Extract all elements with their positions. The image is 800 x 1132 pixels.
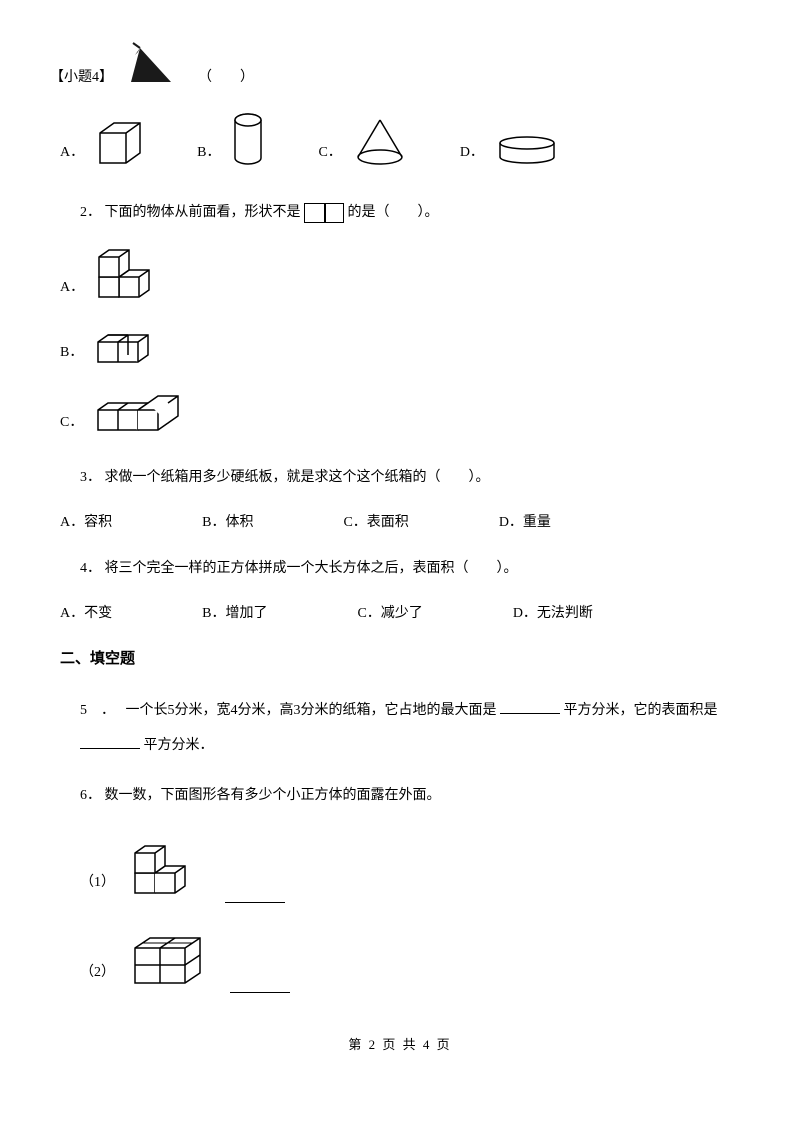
q1-paren: （ ） — [198, 65, 254, 90]
q3-opt-c: C．表面积 — [343, 510, 408, 535]
q6-sub2-label: （2） — [80, 960, 115, 985]
q1-option-b: B． — [197, 110, 268, 170]
q1-option-d: D． — [460, 135, 562, 170]
q3-opt-d: D．重量 — [499, 510, 551, 535]
q3-opt-b: B．体积 — [202, 510, 253, 535]
cylinder-icon — [228, 110, 268, 170]
q2-before: 下面的物体从前面看，形状不是 — [105, 205, 301, 220]
q2-label-c: C． — [60, 410, 83, 435]
q5-t2: 平方分米，它的表面积是 — [564, 703, 718, 718]
q5-num: 5 ． — [80, 703, 122, 718]
q4-opt-c: C．减少了 — [357, 601, 422, 626]
q3-num: 3． — [80, 470, 101, 485]
option-label-d: D． — [460, 140, 484, 165]
cubes-2x2x2-icon — [130, 933, 215, 993]
cube-icon — [92, 115, 147, 170]
q4-num: 4． — [80, 561, 101, 576]
q3-body: 求做一个纸箱用多少硬纸板，就是求这个这个纸箱的（ ）。 — [105, 470, 490, 485]
q3-options: A．容积 B．体积 C．表面积 D．重量 — [60, 510, 750, 535]
q5-text: 5 ． 一个长5分米，宽4分米，高3分米的纸箱，它占地的最大面是 平方分米，它的… — [80, 693, 740, 763]
q6-sub2-blank — [230, 979, 290, 993]
q2-text: 2． 下面的物体从前面看，形状不是 的是（ ）。 — [80, 200, 750, 225]
page-footer: 第 2 页 共 4 页 — [50, 1033, 750, 1056]
q5-blank1 — [500, 700, 560, 714]
l-shape-cubes-icon — [94, 245, 169, 305]
q2-option-a: A． — [60, 245, 750, 305]
q5-blank2 — [80, 735, 140, 749]
option-label-c: C． — [318, 140, 341, 165]
q1-option-a: A． — [60, 115, 147, 170]
q2-option-c: C． — [60, 395, 750, 440]
q1-header: 【小题4】 （ ） — [50, 40, 750, 90]
q4-body: 将三个完全一样的正方体拼成一个大长方体之后，表面积（ ）。 — [105, 561, 518, 576]
q6-sub2: （2） — [80, 933, 750, 993]
q5-t1: 一个长5分米，宽4分米，高3分米的纸箱，它占地的最大面是 — [126, 703, 497, 718]
q6-body: 数一数，下面图形各有多少个小正方体的面露在外面。 — [105, 788, 441, 803]
option-label-b: B． — [197, 140, 220, 165]
q2-after: 的是（ ）。 — [348, 205, 439, 220]
q4-opt-d: D．无法判断 — [513, 601, 593, 626]
q2-label-a: A． — [60, 275, 84, 300]
q1-option-c: C． — [318, 115, 409, 170]
q6-sub1-blank — [225, 889, 285, 903]
q4-opt-a: A．不变 — [60, 601, 112, 626]
two-square-icon — [304, 203, 344, 223]
q2-num: 2． — [80, 205, 101, 220]
q6-sub1-label: （1） — [80, 870, 115, 895]
black-triangle-icon — [123, 40, 178, 95]
q3-opt-a: A．容积 — [60, 510, 112, 535]
q1-label: 【小题4】 — [50, 65, 113, 90]
q6-text: 6． 数一数，下面图形各有多少个小正方体的面露在外面。 — [80, 783, 750, 808]
q4-text: 4． 将三个完全一样的正方体拼成一个大长方体之后，表面积（ ）。 — [80, 556, 750, 581]
cone-icon — [350, 115, 410, 170]
q4-opt-b: B．增加了 — [202, 601, 267, 626]
l-cubes-3-icon — [130, 838, 210, 903]
q3-text: 3． 求做一个纸箱用多少硬纸板，就是求这个这个纸箱的（ ）。 — [80, 465, 750, 490]
section2-header: 二、填空题 — [60, 646, 750, 673]
three-cubes-l-icon — [93, 395, 183, 440]
q6-num: 6． — [80, 788, 101, 803]
q4-options: A．不变 B．增加了 C．减少了 D．无法判断 — [60, 601, 750, 626]
q5-t3: 平方分米． — [144, 738, 214, 753]
two-cubes-row-icon — [93, 330, 163, 370]
option-label-a: A． — [60, 140, 84, 165]
q2-options: A． B． C． — [60, 245, 750, 440]
q1-options: A． B． C． D． — [60, 110, 750, 170]
q2-option-b: B． — [60, 330, 750, 370]
short-cylinder-icon — [492, 135, 562, 170]
q2-label-b: B． — [60, 340, 83, 365]
q6-sub1: （1） — [80, 838, 750, 903]
